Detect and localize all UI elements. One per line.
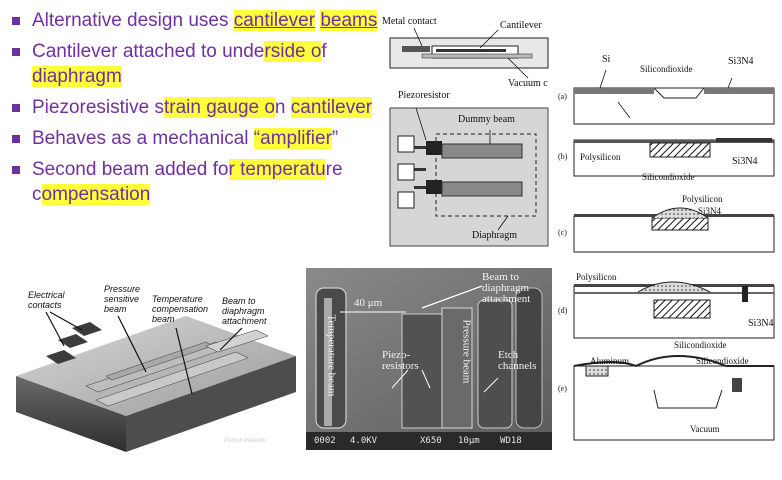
label-vacuum: Vacuum c (508, 78, 548, 89)
label-sio2-d: Silicondioxide (674, 340, 727, 350)
sem-attachment-label: Beam to diaphragm attachment (482, 271, 531, 305)
bullet-text-segment: Alternative design uses (32, 10, 234, 31)
bullet-square-icon (12, 17, 20, 25)
sem-micrograph: 40 μm Beam to diaphragm attachment Tempe… (306, 268, 552, 450)
sensor-render-drawing (16, 311, 296, 452)
label-temperature-beam: Temperature compensation beam (152, 294, 209, 324)
sem-info-bar: 0002 4.0KV X650 10μm WD18 (306, 432, 552, 450)
bullet-item: Alternative design uses cantilever beams (8, 8, 380, 33)
label-diaphragm: Diaphragm (472, 230, 517, 241)
sem-info-id: 0002 (314, 436, 336, 446)
bullet-text: Second beam added for temperature compen… (32, 157, 380, 207)
bullet-square-icon (12, 104, 20, 112)
sem-info-scale: 10μm (458, 436, 480, 446)
label-si3n4-c: Si3N4 (698, 206, 722, 216)
label-sio2-b: Silicondioxide (642, 172, 695, 182)
bullet-item: Second beam added for temperature compen… (8, 157, 380, 207)
label-si3n4-a: Si3N4 (728, 56, 754, 67)
label-pressure-beam: Pressure sensitive beam (104, 284, 141, 314)
bullet-text: Behaves as a mechanical “amplifier” (32, 126, 338, 151)
bullet-text-segment: ompensation (41, 184, 151, 205)
bullet-text-segment: Behaves as a mechanical (32, 128, 254, 149)
bullet-text-segment: rside o (264, 41, 322, 62)
label-dummy-beam: Dummy beam (458, 114, 515, 125)
bullet-text-segment: “amplifier (253, 128, 332, 149)
bullet-item: Behaves as a mechanical “amplifier” (8, 126, 380, 151)
bullet-text-segment: beams (320, 10, 378, 31)
bullet-text-segment: Cantilever attached to unde (32, 41, 265, 62)
bullet-text-segment: Second beam added fo (32, 159, 229, 180)
label-piezoresistor: Piezoresistor (398, 90, 450, 101)
label-electrical-contacts: Electrical contacts (28, 290, 65, 310)
bullet-text-segment: ” (331, 128, 339, 149)
label-poly-c: Polysilicon (682, 194, 723, 204)
bullet-text-segment: train gauge o (164, 97, 275, 118)
step-label-a: (a) (558, 92, 567, 101)
bullet-text-segment: cantilever (290, 97, 373, 118)
label-metal-contact: Metal contact (382, 16, 437, 27)
process-steps-figure: (a) (b) (c) (d) (e) Si Silicondioxide Si… (556, 48, 782, 448)
step-label-c: (c) (558, 228, 567, 237)
process-steps-drawing (573, 69, 775, 441)
bullet-text-segment: r temperatu (228, 159, 326, 180)
label-si: Si (602, 54, 611, 65)
label-credit: Patrick Valiente (224, 438, 266, 444)
label-cantilever: Cantilever (500, 20, 542, 31)
label-poly-d: Polysilicon (576, 272, 617, 282)
sem-etch-channels-label: Etch channels (498, 349, 537, 372)
label-si3n4-b: Si3N4 (732, 156, 758, 167)
bullet-text-segment: Piezoresistive s (32, 97, 164, 118)
step-label-d: (d) (558, 306, 568, 315)
label-si3n4-d: Si3N4 (748, 318, 774, 329)
cantilever-schematic-drawing (389, 27, 549, 247)
bullet-text-segment: f (321, 41, 327, 62)
bullet-item: Cantilever attached to underside of diap… (8, 39, 380, 89)
sem-info-mag: X650 (420, 436, 442, 446)
sem-scale-label: 40 μm (354, 297, 383, 309)
label-poly-b: Polysilicon (580, 152, 621, 162)
sem-info-kv: 4.0KV (350, 436, 378, 446)
sem-info-wd: WD18 (500, 436, 522, 446)
step-label-b: (b) (558, 152, 568, 161)
sensor-render-figure: Electrical contacts Pressure sensitive b… (6, 276, 302, 454)
label-sio2-a: Silicondioxide (640, 64, 693, 74)
sem-pressure-beam-label: Pressure beam (460, 319, 473, 384)
label-aluminum: Aluminum (590, 356, 630, 366)
sem-texture (306, 268, 552, 432)
bullet-list: Alternative design uses cantilever beams… (8, 8, 380, 213)
bullet-text-segment: n (274, 97, 291, 118)
bullet-item: Piezoresistive strain gauge on cantileve… (8, 95, 380, 120)
bullet-text-segment: re c (32, 159, 343, 205)
bullet-text-segment: diaphragm (32, 66, 122, 87)
label-vacuum-e: Vacuum (690, 424, 720, 434)
bullet-square-icon (12, 135, 20, 143)
bullet-text: Piezoresistive strain gauge on cantileve… (32, 95, 373, 120)
bullet-text-segment: cantilever (233, 10, 316, 31)
bullet-text: Alternative design uses cantilever beams (32, 8, 378, 33)
bullet-square-icon (12, 48, 20, 56)
cantilever-schematic-figure: Metal contact Cantilever Vacuum c Piezor… (380, 8, 556, 248)
label-sio2-e: Silicondioxide (696, 356, 749, 366)
bullet-text: Cantilever attached to underside of diap… (32, 39, 380, 89)
sem-temperature-beam-label: Temperature beam (325, 314, 338, 397)
label-attachment: Beam to diaphragm attachment (222, 296, 267, 326)
bullet-square-icon (12, 166, 20, 174)
step-label-e: (e) (558, 384, 567, 393)
sem-piezoresistors-label: Piezo-resistors (382, 349, 419, 372)
